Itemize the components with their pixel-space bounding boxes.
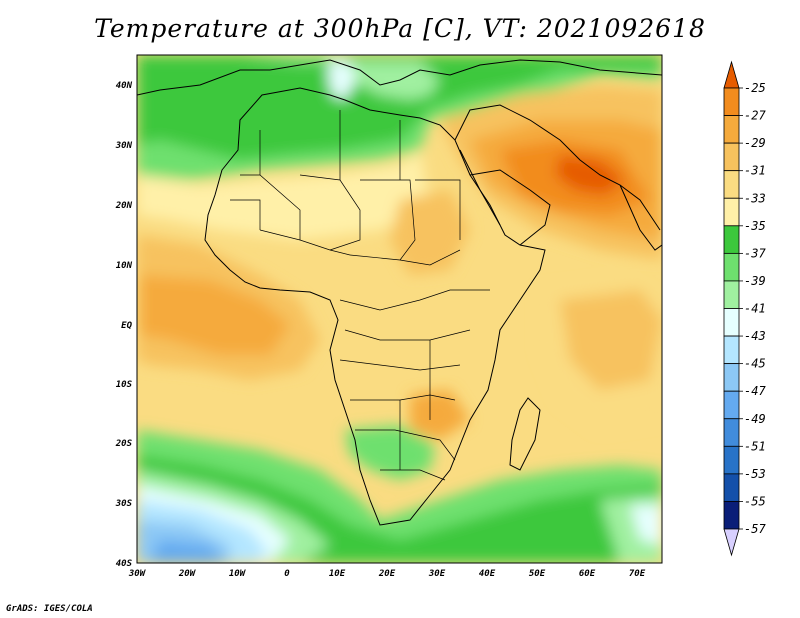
colorbar-cell (723, 280, 740, 309)
lat-label: 10N (116, 261, 133, 271)
coastlines (137, 59, 662, 526)
temperature-field (137, 55, 662, 563)
colorbar-cell (723, 142, 740, 172)
lat-label: 30N (115, 141, 133, 151)
colorbar-cell (723, 170, 740, 199)
colorbar-cell (723, 308, 740, 337)
latitude-axis: 40N 30N 20N 10N EQ 10S 20S 30S 40S (115, 81, 133, 569)
colorbar-cell (723, 528, 740, 557)
colorbar-label: -49 (744, 412, 766, 426)
lon-label: 0 (284, 569, 290, 579)
colorbar-label: -25 (744, 81, 766, 95)
map-frame (136, 54, 663, 564)
lat-label: 30S (115, 499, 133, 509)
lon-label: 60E (579, 569, 596, 579)
lat-label: 20S (115, 439, 133, 449)
longitude-axis: 30W 20W 10W 0 10E 20E 30E 40E 50E 60E 70… (128, 569, 646, 579)
colorbar-cell (723, 363, 740, 392)
colorbar-label: -37 (744, 246, 766, 260)
colorbar-cell (723, 418, 740, 447)
colorbar-cell (723, 87, 740, 116)
colorbar-label: -39 (744, 274, 766, 288)
colorbar-cell (723, 115, 740, 144)
colorbar-cell (723, 473, 740, 502)
lat-label: 40S (116, 559, 133, 569)
country-borders (230, 110, 490, 481)
colorbar-cell (723, 225, 740, 254)
lon-label: 30W (128, 569, 147, 579)
colorbar: -25 -27 -29 -31 -33 -35 -37 -39 -41 -43 -45 -47 -49 -… (723, 60, 766, 557)
lat-label: 10S (116, 380, 133, 390)
colorbar-label: -41 (744, 302, 766, 316)
colorbar-cell (723, 501, 740, 530)
colorbar-label: -29 (744, 136, 766, 150)
colorbar-cell (723, 390, 740, 420)
lon-label: 50E (529, 569, 546, 579)
colorbar-cell (723, 252, 740, 282)
lat-label: EQ (121, 321, 132, 331)
lon-label: 20W (178, 569, 197, 579)
colorbar-cell (723, 60, 740, 89)
colorbar-label: -27 (744, 109, 766, 123)
colorbar-cell (723, 445, 740, 475)
colorbar-label: -57 (744, 522, 766, 536)
lat-label: 40N (116, 81, 133, 91)
credit-label: GrADS: IGES/COLA (6, 604, 93, 614)
colorbar-label: -35 (744, 219, 766, 233)
map-title: Temperature at 300hPa [C], VT: 202109261… (94, 14, 706, 43)
lon-label: 70E (629, 569, 646, 579)
lon-label: 30E (428, 569, 446, 579)
colorbar-cell (723, 335, 740, 365)
colorbar-label: -51 (744, 439, 766, 453)
lon-label: 10W (229, 569, 247, 579)
lat-label: 20N (115, 201, 133, 211)
colorbar-label: -33 (744, 191, 766, 205)
lon-label: 40E (479, 569, 496, 579)
colorbar-label: -31 (744, 164, 766, 178)
colorbar-label: -43 (744, 329, 766, 343)
lon-label: 20E (378, 569, 396, 579)
lon-label: 10E (329, 569, 346, 579)
colorbar-label: -55 (744, 494, 766, 508)
colorbar-label: -47 (744, 384, 766, 398)
colorbar-label: -45 (744, 357, 766, 371)
colorbar-label: -53 (744, 467, 766, 481)
colorbar-cell (723, 197, 740, 227)
